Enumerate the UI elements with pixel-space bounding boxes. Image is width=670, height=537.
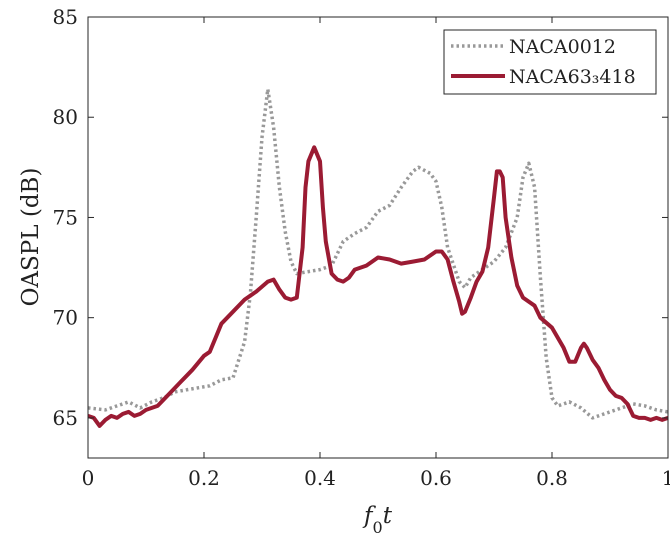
x-tick-label: 0.6 bbox=[420, 466, 452, 490]
y-tick-label: 75 bbox=[53, 205, 78, 229]
tick-layer: 0 0.2 0.4 0.6 0.8 1 65 70 75 80 85 bbox=[53, 5, 670, 490]
y-tick-label: 65 bbox=[53, 406, 78, 430]
plot-frame bbox=[87, 16, 669, 459]
legend-label-naca633418: NACA63₃418 bbox=[509, 66, 636, 88]
y-tick-label: 85 bbox=[53, 5, 78, 29]
series-line-naca633418 bbox=[88, 145, 668, 428]
legend-box bbox=[443, 29, 657, 95]
y-tick-label: 80 bbox=[53, 105, 78, 129]
x-tick-label: 0.2 bbox=[188, 466, 220, 490]
series-line-naca0012 bbox=[88, 87, 668, 420]
x-tick-label: 0.8 bbox=[536, 466, 568, 490]
x-axis-label: f0t bbox=[362, 503, 393, 537]
legend-label-naca0012: NACA0012 bbox=[509, 36, 616, 58]
x-tick-label: 0.4 bbox=[304, 466, 336, 490]
legend: NACA0012 NACA63₃418 bbox=[443, 29, 657, 95]
series-layer bbox=[88, 87, 668, 428]
x-tick-label: 0 bbox=[82, 466, 95, 490]
x-tick-label: 1 bbox=[662, 466, 670, 490]
y-axis-label: OASPL (dB) bbox=[18, 168, 44, 307]
y-tick-label: 70 bbox=[53, 306, 78, 330]
